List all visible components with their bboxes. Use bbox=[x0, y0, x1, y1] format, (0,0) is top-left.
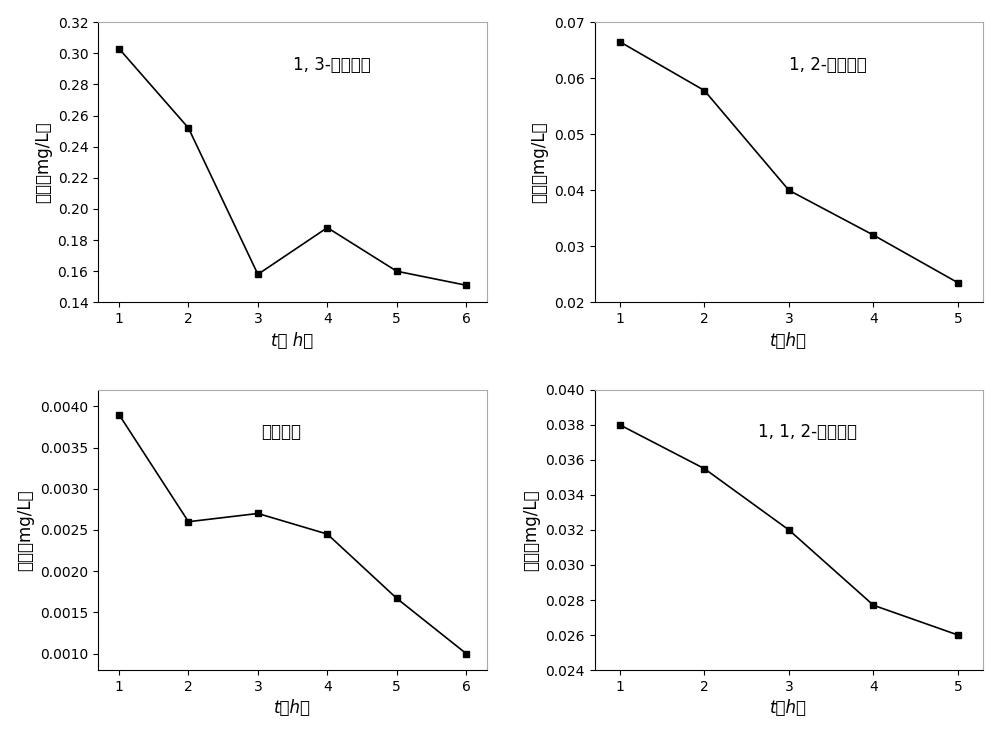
Text: 四氯化碳: 四氯化碳 bbox=[261, 424, 301, 441]
Y-axis label: 浓度（mg/L）: 浓度（mg/L） bbox=[522, 489, 540, 571]
X-axis label: t（h）: t（h） bbox=[770, 700, 807, 717]
Text: 1, 2-二氯乙烷: 1, 2-二氯乙烷 bbox=[789, 56, 867, 74]
Text: 1, 1, 2-三氯乙烷: 1, 1, 2-三氯乙烷 bbox=[758, 424, 857, 441]
X-axis label: t（ h）: t（ h） bbox=[271, 332, 314, 349]
Text: 1, 3-三氯丙烷: 1, 3-三氯丙烷 bbox=[293, 56, 370, 74]
Y-axis label: 浓度（mg/L）: 浓度（mg/L） bbox=[17, 489, 35, 571]
Y-axis label: 浓度（mg/L）: 浓度（mg/L） bbox=[530, 121, 548, 203]
Y-axis label: 浓度（mg/L）: 浓度（mg/L） bbox=[34, 121, 52, 203]
X-axis label: t（h）: t（h） bbox=[770, 332, 807, 349]
X-axis label: t（h）: t（h） bbox=[274, 700, 311, 717]
